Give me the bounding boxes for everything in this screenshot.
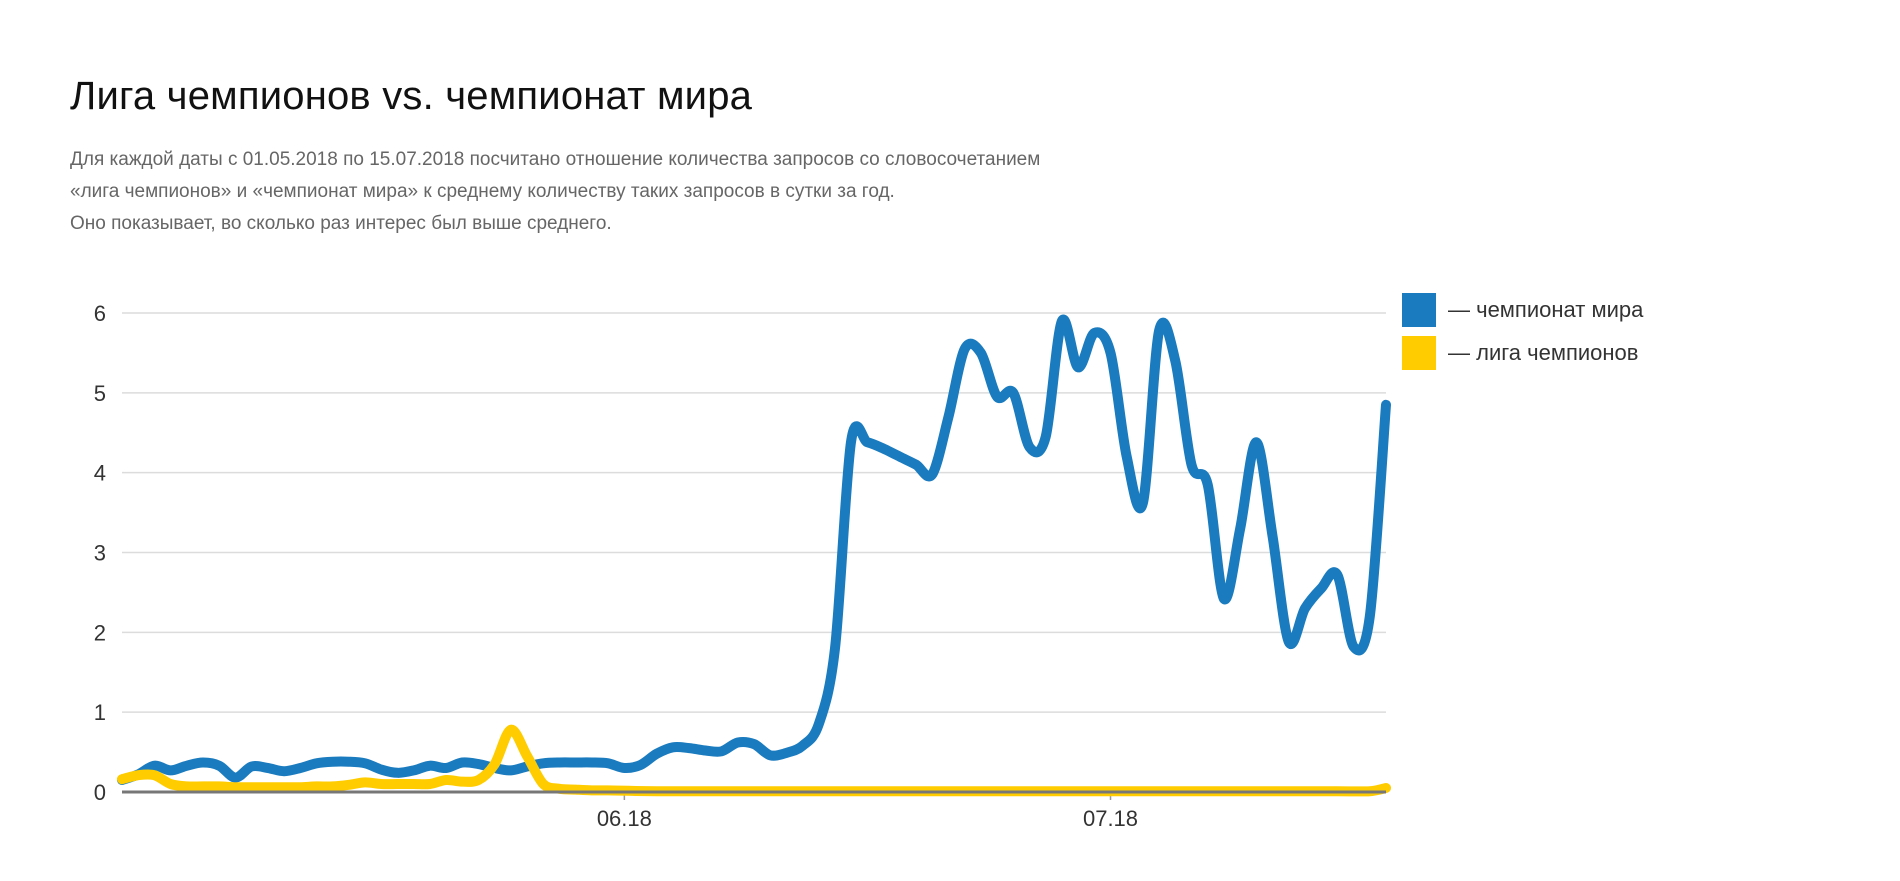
chart-title: Лига чемпионов vs. чемпионат мира (70, 74, 753, 118)
y-tick-label: 4 (94, 461, 106, 486)
chart-subtitle: Для каждой даты с 01.05.2018 по 15.07.20… (70, 144, 1040, 240)
legend-label-world-cup: — чемпионат мира (1448, 297, 1644, 322)
y-tick-label: 2 (94, 620, 106, 645)
legend-swatch-champions-league (1402, 336, 1436, 370)
subtitle-line: «лига чемпионов» и «чемпионат мира» к ср… (70, 181, 895, 202)
y-tick-label: 0 (94, 780, 106, 805)
legend-swatch-world-cup (1402, 293, 1436, 327)
x-tick-label: 07.18 (1083, 806, 1138, 831)
legend-item-world-cup: — чемпионат мира (1402, 292, 1643, 328)
y-tick-label: 3 (94, 541, 106, 566)
y-tick-label: 5 (94, 381, 106, 406)
series-line-world-cup (117, 314, 1391, 785)
legend-item-champions-league: — лига чемпионов (1402, 335, 1643, 371)
legend-label-champions-league: — лига чемпионов (1448, 340, 1639, 365)
subtitle-line: Оно показывает, во сколько раз интерес б… (70, 213, 612, 234)
y-tick-label: 1 (94, 700, 106, 725)
legend: — чемпионат мира — лига чемпионов (1402, 292, 1643, 378)
subtitle-line: Для каждой даты с 01.05.2018 по 15.07.20… (70, 149, 1041, 170)
y-tick-label: 6 (94, 301, 106, 326)
x-tick-label: 06.18 (597, 806, 652, 831)
